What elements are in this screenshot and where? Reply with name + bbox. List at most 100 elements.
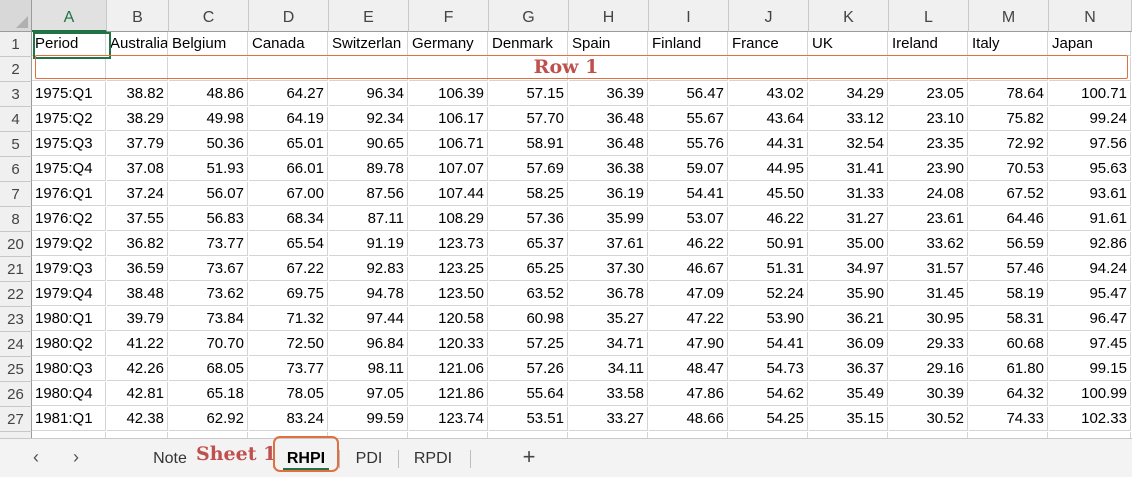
- data-cell[interactable]: 91.61: [1049, 207, 1131, 231]
- data-cell[interactable]: 1975:Q2: [32, 107, 106, 131]
- header-cell[interactable]: Canada: [249, 32, 328, 56]
- row-number[interactable]: 2: [0, 57, 32, 82]
- data-cell[interactable]: 35.00: [809, 232, 888, 256]
- data-cell[interactable]: 1979:Q3: [32, 257, 106, 281]
- data-cell[interactable]: 45.50: [729, 182, 808, 206]
- data-cell[interactable]: 64.32: [969, 382, 1048, 406]
- data-cell[interactable]: 1981:Q1: [32, 407, 106, 431]
- header-cell[interactable]: Period: [32, 32, 106, 56]
- data-cell[interactable]: 48.66: [649, 407, 728, 431]
- data-cell[interactable]: 31.33: [809, 182, 888, 206]
- data-cell[interactable]: 54.41: [729, 332, 808, 356]
- data-cell[interactable]: 1975:Q3: [32, 132, 106, 156]
- data-cell[interactable]: 93.61: [1049, 182, 1131, 206]
- data-cell[interactable]: 73.67: [169, 257, 248, 281]
- data-cell[interactable]: 97.56: [1049, 132, 1131, 156]
- data-cell[interactable]: 43.64: [729, 107, 808, 131]
- data-cell[interactable]: 29.16: [889, 357, 968, 381]
- blank-cell[interactable]: [889, 57, 968, 81]
- data-cell[interactable]: 65.01: [249, 132, 328, 156]
- header-cell[interactable]: Italy: [969, 32, 1048, 56]
- data-cell[interactable]: 1980:Q3: [32, 357, 106, 381]
- data-cell[interactable]: 71.32: [249, 307, 328, 331]
- column-header-h[interactable]: H: [569, 0, 649, 32]
- data-cell[interactable]: 78.05: [249, 382, 328, 406]
- data-cell[interactable]: 31.41: [809, 157, 888, 181]
- header-cell[interactable]: Japan: [1049, 32, 1131, 56]
- data-cell[interactable]: 64.46: [969, 207, 1048, 231]
- blank-cell[interactable]: [969, 57, 1048, 81]
- data-cell[interactable]: 123.74: [409, 407, 488, 431]
- data-cell[interactable]: 34.29: [809, 82, 888, 106]
- data-cell[interactable]: 35.49: [809, 382, 888, 406]
- data-cell[interactable]: 67.52: [969, 182, 1048, 206]
- data-cell[interactable]: 56.47: [649, 82, 728, 106]
- data-cell[interactable]: 1976:Q1: [32, 182, 106, 206]
- data-cell[interactable]: 65.37: [489, 232, 568, 256]
- data-cell[interactable]: 54.41: [649, 182, 728, 206]
- data-cell[interactable]: 57.36: [489, 207, 568, 231]
- data-cell[interactable]: 46.22: [649, 232, 728, 256]
- column-header-n[interactable]: N: [1049, 0, 1132, 32]
- blank-cell[interactable]: [1049, 57, 1131, 81]
- data-cell[interactable]: 38.82: [107, 82, 168, 106]
- data-cell[interactable]: 75.82: [969, 107, 1048, 131]
- data-cell[interactable]: 70.70: [169, 332, 248, 356]
- data-cell[interactable]: 106.71: [409, 132, 488, 156]
- data-cell[interactable]: 96.47: [1049, 307, 1131, 331]
- data-cell[interactable]: 36.37: [809, 357, 888, 381]
- data-cell[interactable]: 37.61: [569, 232, 648, 256]
- data-cell[interactable]: 67.22: [249, 257, 328, 281]
- column-header-d[interactable]: D: [249, 0, 329, 32]
- data-cell[interactable]: 30.52: [889, 407, 968, 431]
- data-cell[interactable]: 36.21: [809, 307, 888, 331]
- data-cell[interactable]: 59.07: [649, 157, 728, 181]
- data-cell[interactable]: 44.95: [729, 157, 808, 181]
- row-number[interactable]: 27: [0, 407, 32, 432]
- data-cell[interactable]: 91.19: [329, 232, 408, 256]
- data-cell[interactable]: 62.92: [169, 407, 248, 431]
- data-cell[interactable]: 35.90: [809, 282, 888, 306]
- data-cell[interactable]: 72.50: [249, 332, 328, 356]
- data-cell[interactable]: 123.50: [409, 282, 488, 306]
- data-cell[interactable]: 1980:Q1: [32, 307, 106, 331]
- data-cell[interactable]: 50.91: [729, 232, 808, 256]
- data-cell[interactable]: 52.24: [729, 282, 808, 306]
- blank-cell[interactable]: [169, 57, 248, 81]
- data-cell[interactable]: 36.38: [569, 157, 648, 181]
- prev-sheet-icon[interactable]: ‹: [33, 447, 39, 467]
- data-cell[interactable]: 1975:Q4: [32, 157, 106, 181]
- data-cell[interactable]: 36.09: [809, 332, 888, 356]
- row-number[interactable]: 4: [0, 107, 32, 132]
- data-cell[interactable]: 57.46: [969, 257, 1048, 281]
- tab-rpdi[interactable]: RPDI: [413, 450, 453, 467]
- data-cell[interactable]: 67.00: [249, 182, 328, 206]
- data-cell[interactable]: 87.11: [329, 207, 408, 231]
- row-number[interactable]: 1: [0, 32, 32, 57]
- data-cell[interactable]: 65.25: [489, 257, 568, 281]
- data-cell[interactable]: 48.86: [169, 82, 248, 106]
- data-cell[interactable]: 47.09: [649, 282, 728, 306]
- data-cell[interactable]: 36.48: [569, 107, 648, 131]
- data-cell[interactable]: 56.59: [969, 232, 1048, 256]
- blank-cell[interactable]: [489, 57, 568, 81]
- blank-cell[interactable]: [729, 57, 808, 81]
- row-number[interactable]: 8: [0, 207, 32, 232]
- data-cell[interactable]: 29.33: [889, 332, 968, 356]
- data-cell[interactable]: 58.91: [489, 132, 568, 156]
- data-cell[interactable]: 99.24: [1049, 107, 1131, 131]
- header-cell[interactable]: Spain: [569, 32, 648, 56]
- data-cell[interactable]: 92.86: [1049, 232, 1131, 256]
- data-cell[interactable]: 65.54: [249, 232, 328, 256]
- tab-note[interactable]: Note: [153, 450, 187, 467]
- data-cell[interactable]: 1980:Q4: [32, 382, 106, 406]
- data-cell[interactable]: 106.17: [409, 107, 488, 131]
- blank-cell[interactable]: [649, 57, 728, 81]
- data-cell[interactable]: 53.51: [489, 407, 568, 431]
- data-cell[interactable]: 64.27: [249, 82, 328, 106]
- data-cell[interactable]: 47.90: [649, 332, 728, 356]
- data-cell[interactable]: 49.98: [169, 107, 248, 131]
- data-cell[interactable]: 37.55: [107, 207, 168, 231]
- data-cell[interactable]: 36.39: [569, 82, 648, 106]
- data-cell[interactable]: 56.83: [169, 207, 248, 231]
